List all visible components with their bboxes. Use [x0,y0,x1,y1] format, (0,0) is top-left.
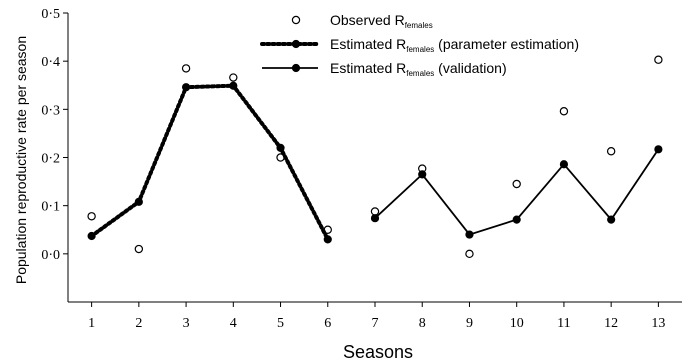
x-tick-label: 13 [651,316,665,331]
x-tick-label: 8 [419,316,426,331]
data-point-observed [606,147,616,156]
data-point-estimated [512,215,521,224]
x-tick-label: 6 [324,316,331,331]
data-point-estimated [181,83,191,92]
plot-frame [67,13,682,303]
y-tick-label: 0·2 [41,152,60,167]
legend-label-suffix: (parameter estimation) [434,36,579,52]
x-tick-label: 7 [372,316,379,331]
x-tick-label: 5 [277,316,284,331]
legend-label: Observed Rfemales [330,12,433,30]
data-point-estimated [276,143,285,152]
legend-label-subscript: females [406,69,434,78]
x-tick-label: 2 [135,316,142,331]
series-layer [87,55,663,259]
data-point-estimated [229,81,238,90]
series-open-circle [87,55,663,259]
data-point-estimated [370,214,380,223]
y-tick-label: 0·0 [41,248,60,263]
x-axis-title: Seasons [343,342,413,362]
x-tick-label: 12 [604,316,618,331]
data-point-observed [87,212,96,221]
data-point-estimated [134,197,143,206]
data-point-estimated [87,231,96,241]
data-point-estimated [418,170,427,179]
data-point-estimated [465,230,474,239]
legend-item: Estimated Rfemales (parameter estimation… [260,36,579,54]
legend-marker-observed [291,15,301,25]
data-point-estimated [323,235,332,244]
legend-item: Observed Rfemales [291,12,433,30]
y-axis-ticks: 0·0 0·1 0·2 0·3 0·4 0·5 [41,7,68,263]
y-tick-label: 0·4 [41,55,60,70]
data-point-estimated [654,145,663,154]
legend-label-subscript: females [406,45,434,54]
data-point-estimated [607,215,616,224]
data-point-observed [559,107,569,116]
legend-label-main: Estimated R [330,60,406,76]
x-tick-label: 10 [510,316,524,331]
data-point-observed [512,179,521,189]
y-axis-title: Population reproductive rate per season [13,36,29,284]
legend-marker-estimated [291,63,301,73]
data-point-observed [465,249,474,259]
legend-item: Estimated Rfemales (validation) [262,60,507,78]
data-point-observed [370,207,380,216]
x-tick-label: 11 [557,316,570,331]
legend-marker-estimated [291,39,301,49]
legend-label: Estimated Rfemales (parameter estimation… [330,36,579,54]
data-point-estimated [559,160,569,169]
legend-label-suffix: (validation) [434,60,506,76]
series-line [89,83,330,242]
legend-label-main: Estimated R [330,36,406,52]
legend-label: Estimated Rfemales (validation) [330,60,507,78]
legend-label-main: Observed R [330,12,405,28]
x-axis-ticks: 1 2 3 4 5 6 7 8 9 10 11 12 13 [88,302,665,331]
x-tick-label: 9 [466,316,473,331]
data-point-observed [134,244,144,254]
data-point-observed [654,55,663,64]
y-tick-label: 0·3 [41,103,60,118]
x-tick-label: 1 [88,316,95,331]
x-tick-label: 4 [230,316,237,331]
series-solid-filled [370,145,663,239]
data-point-observed [229,73,238,82]
legend-label-subscript: females [405,21,433,30]
series-dotted-filled [87,81,332,244]
y-tick-label: 0·5 [41,7,60,22]
x-tick-label: 3 [183,316,190,331]
y-tick-label: 0·1 [41,200,60,215]
data-point-observed [181,64,191,73]
